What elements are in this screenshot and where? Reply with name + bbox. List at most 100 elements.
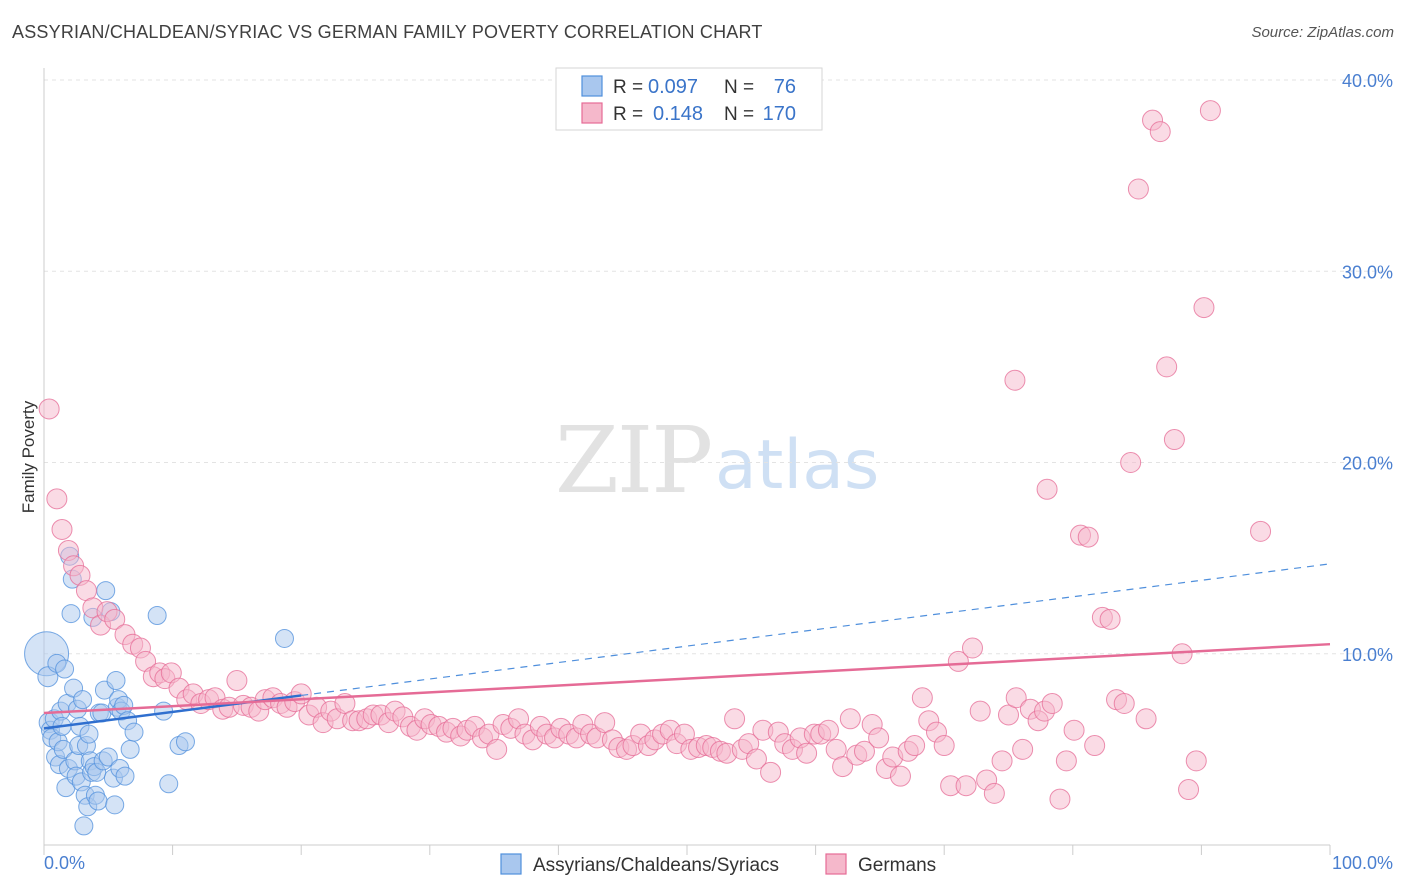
x-ticks xyxy=(43,845,1331,855)
german-point xyxy=(817,719,839,741)
german-point xyxy=(868,727,890,749)
german-point xyxy=(1127,178,1149,200)
y-tick-label-20: 20.0% xyxy=(1342,454,1393,474)
german-point xyxy=(911,687,933,709)
legend: Assyrians/Chaldeans/Syriacs Germans xyxy=(500,853,936,876)
assyrian-point xyxy=(73,690,93,710)
german-point xyxy=(290,683,312,705)
german-point xyxy=(933,735,955,757)
german-point xyxy=(1099,608,1121,630)
zipatlas-watermark: ZIP atlas xyxy=(555,407,879,514)
german-point xyxy=(889,765,911,787)
assyrian-point xyxy=(147,606,167,625)
assyrian-point xyxy=(55,659,75,679)
german-point xyxy=(46,488,68,510)
legend-swatch-german xyxy=(825,853,847,875)
assyrian-point xyxy=(274,628,294,648)
german-point xyxy=(1178,779,1200,801)
assyrian-point xyxy=(159,774,179,794)
german-point xyxy=(51,518,73,540)
german-point xyxy=(594,712,616,734)
assyrian-point xyxy=(124,722,144,742)
german-point xyxy=(1084,735,1106,757)
german-point xyxy=(104,608,126,630)
german-point xyxy=(961,637,983,659)
german-point xyxy=(983,782,1005,804)
german-trend xyxy=(43,642,1331,715)
german-point xyxy=(334,692,356,714)
watermark-atlas-text: atlas xyxy=(715,426,879,505)
german-point xyxy=(998,704,1019,726)
german-point xyxy=(796,742,818,764)
assyrian-points xyxy=(24,546,294,836)
german-point xyxy=(1185,750,1207,772)
german-point xyxy=(1193,297,1215,319)
german-point xyxy=(38,398,60,420)
chart-title: ASSYRIAN/CHALDEAN/SYRIAC VS GERMAN FAMIL… xyxy=(12,22,763,42)
german-point xyxy=(947,650,969,672)
assyrian-point xyxy=(88,791,108,811)
assyrian-point xyxy=(96,581,116,601)
german-point xyxy=(1171,643,1193,665)
trend-lines xyxy=(43,563,1331,730)
german-point xyxy=(1041,692,1063,714)
stats-swatch-assyrian xyxy=(581,75,603,97)
assyrian-point xyxy=(74,816,94,836)
x-tick-label-min: 0.0% xyxy=(44,853,85,873)
legend-label-german: Germans xyxy=(858,855,936,876)
german-point xyxy=(486,738,508,760)
assyrian-point xyxy=(105,795,125,815)
german-point xyxy=(1156,356,1178,378)
german-point xyxy=(1135,708,1157,730)
gridlines xyxy=(44,79,1393,655)
german-point xyxy=(1049,788,1071,810)
german-point xyxy=(1005,687,1027,709)
german-point xyxy=(1004,369,1026,391)
legend-swatch-assyrian xyxy=(500,853,522,875)
assyrian-point xyxy=(106,671,126,691)
german-point xyxy=(226,670,248,692)
assyrian-point xyxy=(98,747,118,767)
assyrian-point xyxy=(175,732,195,752)
german-point xyxy=(839,708,861,730)
x-tick-label-max: 100.0% xyxy=(1332,853,1393,873)
source-credit: Source: ZipAtlas.com xyxy=(1251,24,1394,41)
stats-box: R = 0.097 N = 76 R = 0.148 N = 170 xyxy=(555,67,823,131)
y-tick-label-40: 40.0% xyxy=(1342,71,1393,91)
assyrian-point xyxy=(115,766,135,786)
y-tick-label-10: 10.0% xyxy=(1342,645,1393,665)
assyrian-point xyxy=(61,604,81,624)
stats-r-value-german: 0.148 xyxy=(653,103,703,125)
german-point xyxy=(853,740,875,762)
german-point xyxy=(1149,121,1171,143)
y-axis-title: Family Poverty xyxy=(19,400,38,513)
stats-n-label-assyrian: N = xyxy=(724,77,754,98)
german-point xyxy=(745,748,767,770)
german-point xyxy=(1163,429,1185,451)
assyrian-trend-dashed xyxy=(301,563,1331,697)
stats-swatch-german xyxy=(581,102,603,124)
german-point xyxy=(1036,478,1058,500)
german-point xyxy=(724,708,746,730)
german-point xyxy=(1012,738,1034,760)
y-tick-labels: 10.0% 20.0% 30.0% 40.0% xyxy=(1342,71,1393,665)
assyrian-point xyxy=(120,739,140,759)
german-point xyxy=(969,700,991,722)
stats-r-label-german: R = xyxy=(613,104,643,125)
german-point xyxy=(1250,520,1272,542)
stats-n-value-assyrian: 76 xyxy=(774,76,796,98)
german-point xyxy=(1113,692,1135,714)
legend-label-assyrian: Assyrians/Chaldeans/Syriacs xyxy=(533,855,779,876)
stats-n-label-german: N = xyxy=(724,104,754,125)
german-point xyxy=(1120,452,1142,473)
german-point xyxy=(760,761,782,783)
german-point xyxy=(1077,526,1099,548)
german-point xyxy=(1055,750,1077,772)
y-tick-label-30: 30.0% xyxy=(1342,262,1393,282)
watermark-zip-text: ZIP xyxy=(555,407,711,514)
stats-r-label-assyrian: R = xyxy=(613,77,643,98)
german-point xyxy=(832,756,854,778)
german-points xyxy=(38,100,1272,810)
german-point xyxy=(991,750,1013,772)
